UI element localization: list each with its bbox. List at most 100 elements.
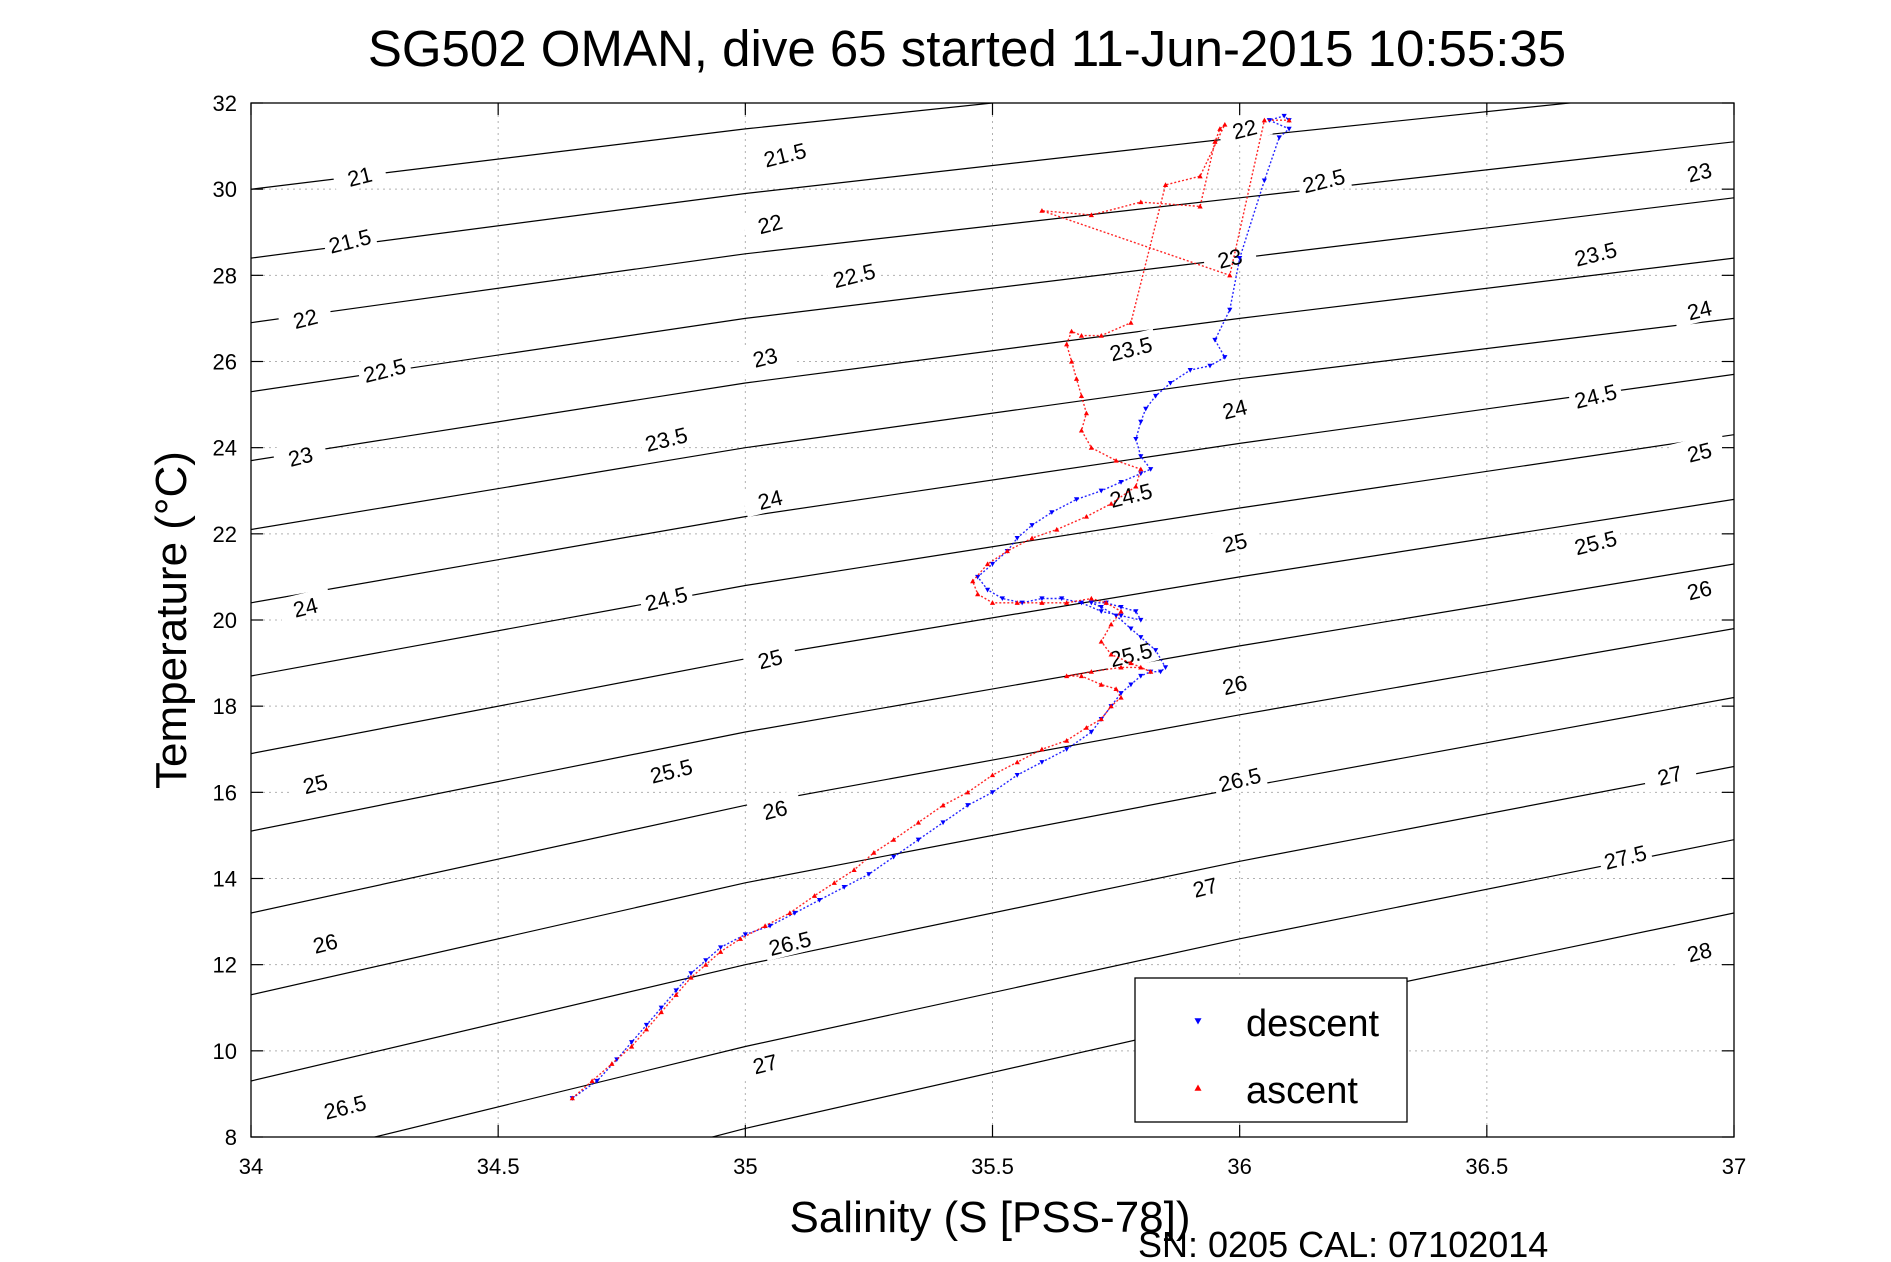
x-tick-label: 37 — [1722, 1154, 1746, 1179]
contour-label-3: 22 — [291, 304, 321, 334]
contour-label-bg-18 — [1206, 389, 1263, 427]
ascent-point — [1197, 203, 1203, 209]
contour-label-bg-15 — [1566, 233, 1624, 272]
y-tick-labels: 8 10 12 14 16 18 20 22 24 26 28 30 32 — [213, 91, 237, 1150]
contour-label-bg-28 — [1102, 634, 1160, 673]
contour-label-23: 25 — [300, 769, 330, 799]
y-tick-label: 12 — [213, 953, 237, 978]
contour-label-12: 23 — [1685, 157, 1715, 187]
contour-label-bg-31 — [746, 789, 804, 828]
descent-point — [1222, 355, 1228, 360]
contour-label-bg-19 — [1670, 289, 1728, 328]
contour-label-32: 26 — [1220, 670, 1250, 700]
contour-line-21 — [251, 103, 999, 190]
ascent-point — [1064, 600, 1070, 605]
contour-line-25.5 — [251, 563, 1734, 832]
contour-line-23.5 — [251, 317, 1734, 531]
y-tick-label: 8 — [225, 1125, 237, 1150]
contour-label-5: 22 — [1230, 114, 1260, 144]
contour-label-10: 23 — [750, 343, 780, 373]
contour-label-25: 25 — [1220, 528, 1250, 558]
contour-label-33: 26 — [1685, 575, 1715, 605]
contour-label-bg-1 — [321, 220, 378, 259]
contour-label-bg-6 — [355, 350, 413, 389]
contour-label-bg-33 — [1670, 569, 1728, 608]
descent-point — [915, 837, 921, 843]
contour-label-bg-20 — [637, 578, 695, 617]
contour-label-bg-30 — [296, 923, 354, 962]
contour-label-bg-9 — [271, 436, 329, 475]
y-tick-label: 10 — [213, 1039, 237, 1064]
descent-point — [1098, 604, 1104, 610]
contour-label-37: 27 — [750, 1049, 780, 1079]
contour-label-bg-40 — [1596, 837, 1654, 875]
ascent-point — [965, 789, 971, 795]
contour-label-38: 27 — [1190, 873, 1220, 903]
contour-label-bg-4 — [741, 203, 799, 242]
contour-line-28 — [710, 912, 1734, 1137]
y-tick-label: 16 — [213, 780, 237, 805]
contour-label-bg-37 — [736, 1043, 794, 1082]
contour-label-bg-13 — [637, 419, 695, 457]
ascent-point — [1113, 686, 1119, 692]
legend-label-descent: descent — [1246, 1003, 1380, 1045]
x-tick-label: 35.5 — [971, 1154, 1014, 1179]
ascent-point — [1217, 126, 1223, 131]
legend-label-ascent: ascent — [1246, 1070, 1358, 1112]
contour-label-bg-16 — [276, 587, 334, 626]
contour-label-18: 24 — [1220, 394, 1250, 424]
contour-label-bg-32 — [1206, 664, 1263, 703]
contour-label-bg-36 — [1211, 759, 1268, 798]
ascent-point — [1068, 358, 1075, 364]
axis-ticks — [250, 102, 1735, 1138]
contour-label-9: 23 — [286, 442, 316, 472]
contour-label-39: 27 — [1655, 760, 1685, 790]
contour-label-bg-34 — [316, 1086, 374, 1125]
y-tick-label: 26 — [213, 350, 237, 375]
contour-label-bg-5 — [1215, 108, 1273, 147]
x-tick-label: 35 — [733, 1154, 757, 1179]
contour-label-bg-12 — [1670, 152, 1728, 190]
descent-point — [1138, 454, 1144, 459]
contour-label-0: 21 — [345, 162, 375, 192]
contour-label-bg-29 — [1566, 522, 1624, 561]
series-ascent — [569, 117, 1292, 1101]
ascent-point — [1118, 664, 1124, 670]
contour-label-16: 24 — [291, 592, 321, 622]
y-tick-label: 14 — [213, 867, 237, 892]
contour-line-22.5 — [251, 197, 1734, 393]
contour-label-bg-3 — [276, 298, 334, 337]
y-tick-label: 18 — [213, 694, 237, 719]
data-series — [569, 113, 1292, 1101]
legend-marker-descent — [1194, 1018, 1202, 1025]
contour-line-24 — [251, 373, 1734, 604]
descent-point — [673, 988, 679, 994]
ascent-point — [970, 578, 976, 584]
contour-label-bg-25 — [1206, 522, 1263, 561]
x-tick-label: 34.5 — [477, 1154, 520, 1179]
contour-line-27.5 — [372, 839, 1734, 1137]
y-tick-label: 30 — [213, 177, 237, 202]
contour-label-bg-2 — [756, 134, 814, 173]
series-descent — [569, 113, 1292, 1101]
x-tick-labels: 34 34.5 35 35.5 36 36.5 37 — [239, 1154, 1746, 1179]
contour-label-bg-38 — [1176, 867, 1234, 906]
contour-label-bg-27 — [642, 750, 700, 789]
contour-label-30: 26 — [310, 929, 340, 959]
contour-line-23 — [251, 257, 1734, 462]
legend-marker-ascent — [1194, 1084, 1202, 1091]
contour-label-31: 26 — [760, 795, 790, 825]
contour-line-27 — [251, 765, 1734, 1082]
descent-point — [1227, 307, 1233, 313]
contour-label-bg-10 — [736, 337, 794, 376]
descent-point — [1157, 669, 1164, 675]
ascent-point — [1064, 673, 1070, 679]
descent-point — [841, 885, 847, 890]
contour-label-bg-8 — [1295, 160, 1352, 199]
contour-label-bg-39 — [1641, 755, 1698, 794]
contour-label-26: 25 — [1685, 437, 1715, 467]
contour-label-19: 24 — [1685, 295, 1715, 325]
descent-point — [1039, 596, 1045, 602]
